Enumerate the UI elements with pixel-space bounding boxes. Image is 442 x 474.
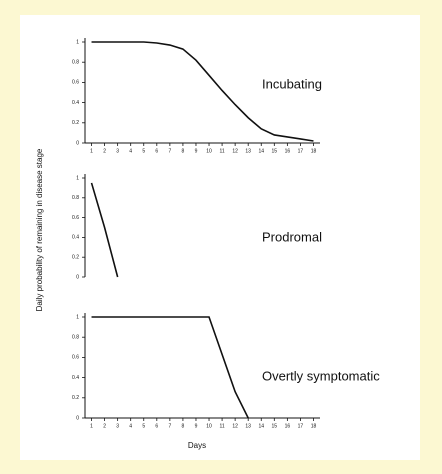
y-tick-label: 1 [76, 314, 79, 320]
panel-label: Incubating [262, 76, 322, 91]
x-tick-label: 13 [245, 423, 251, 429]
panel-label: Overtly symptomatic [262, 368, 380, 383]
chart-background [20, 15, 420, 460]
y-tick-label: 0.4 [72, 100, 79, 106]
x-tick-label: 7 [168, 148, 171, 154]
y-axis-label: Daily probability of remaining in diseas… [35, 148, 44, 311]
x-tick-label: 1 [90, 148, 93, 154]
x-tick-label: 5 [142, 423, 145, 429]
x-tick-label: 8 [182, 423, 185, 429]
x-tick-label: 12 [232, 148, 238, 154]
x-tick-label: 11 [219, 423, 224, 429]
x-tick-label: 6 [155, 148, 158, 154]
x-tick-label: 10 [206, 148, 212, 154]
x-tick-label: 15 [272, 423, 278, 429]
line [90, 182, 119, 278]
x-tick-label: 8 [182, 148, 185, 154]
x-tick-label: 15 [272, 148, 278, 154]
x-tick-label: 3 [116, 423, 119, 429]
x-tick-label: 18 [311, 423, 317, 429]
line [91, 316, 249, 419]
x-tick-label: 18 [311, 148, 317, 154]
x-axis-label: Days [188, 441, 206, 450]
x-tick-label: 13 [245, 148, 251, 154]
x-tick-label: 1 [90, 423, 93, 429]
x-tick-label: 7 [168, 423, 171, 429]
y-tick-label: 0 [76, 415, 79, 421]
y-tick-label: 0.8 [72, 195, 79, 201]
y-tick-label: 0.6 [72, 215, 79, 221]
y-tick-label: 0.2 [72, 395, 79, 401]
x-tick-label: 4 [129, 423, 132, 429]
x-tick-label: 2 [103, 148, 106, 154]
x-tick-label: 9 [195, 423, 198, 429]
y-tick-label: 0 [76, 274, 79, 280]
x-tick-label: 14 [258, 148, 264, 154]
y-tick-label: 1 [76, 39, 79, 45]
x-tick-label: 11 [219, 148, 224, 154]
y-tick-label: 0.6 [72, 80, 79, 86]
y-tick-label: 0.4 [72, 235, 79, 241]
x-tick-label: 14 [258, 423, 264, 429]
y-tick-label: 0.4 [72, 375, 79, 381]
y-tick-label: 0.8 [72, 335, 79, 341]
x-tick-label: 9 [195, 148, 198, 154]
x-tick-label: 10 [206, 423, 212, 429]
x-tick-label: 16 [285, 423, 291, 429]
x-tick-label: 16 [285, 148, 291, 154]
y-tick-label: 1 [76, 175, 79, 181]
panel-label: Prodromal [262, 229, 322, 244]
y-tick-label: 0.8 [72, 60, 79, 66]
x-tick-label: 12 [232, 423, 238, 429]
x-tick-label: 5 [142, 148, 145, 154]
x-tick-label: 2 [103, 423, 106, 429]
x-tick-label: 17 [298, 148, 304, 154]
x-tick-label: 17 [298, 423, 304, 429]
line [91, 41, 314, 142]
x-tick-label: 3 [116, 148, 119, 154]
x-tick-label: 4 [129, 148, 132, 154]
y-tick-label: 0 [76, 140, 79, 146]
y-tick-label: 0.2 [72, 255, 79, 261]
x-tick-label: 6 [155, 423, 158, 429]
y-tick-label: 0.2 [72, 120, 79, 126]
y-tick-label: 0.6 [72, 355, 79, 361]
